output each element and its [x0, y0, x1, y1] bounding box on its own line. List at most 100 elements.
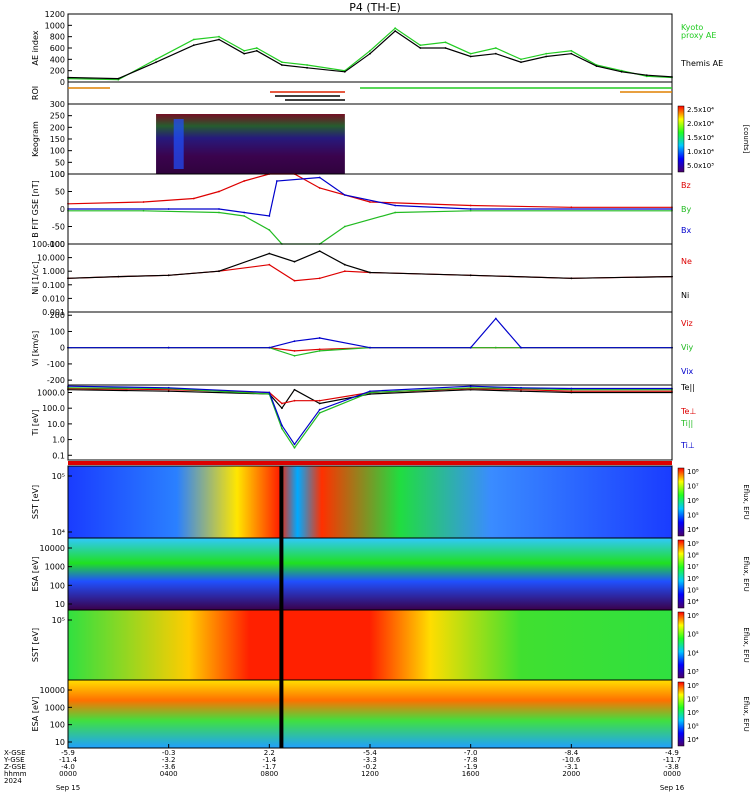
n-series-1: [67, 250, 673, 279]
t-ytick-label: 100.0: [42, 404, 65, 413]
t-point: [318, 402, 321, 405]
b-ytick-label: 50: [55, 188, 65, 197]
esa_i-ytick-label: 1000: [45, 703, 65, 712]
figure-title: P4 (TH-E): [349, 1, 401, 14]
b-ytick-label: -50: [52, 223, 65, 232]
x-tick-label: -5.4: [363, 749, 377, 757]
sst_i-colorbar-unit: Eflux, EFU: [742, 627, 750, 662]
t-point: [281, 402, 283, 405]
ae-point: [255, 47, 258, 49]
x-tick-label: -0.2: [363, 763, 377, 771]
n-ytick-label: 1.000: [42, 267, 65, 276]
x-tick-label: 0000: [663, 770, 681, 778]
t-point: [369, 391, 371, 394]
t-point: [281, 424, 283, 427]
keogram-colorbar-label: 2.0x10⁴: [687, 120, 714, 128]
v-point: [520, 346, 522, 349]
esa_e-data-gap: [279, 538, 284, 610]
t-point: [570, 390, 573, 393]
ae-point: [444, 41, 447, 44]
esa_i-ytick-label: 10000: [40, 686, 65, 695]
t-legend-teperp: Te⊥: [680, 407, 696, 416]
x-tick-label: 0000: [59, 770, 77, 778]
b-point: [243, 211, 246, 214]
b-point: [218, 190, 220, 193]
sst_e-ytick-label: 10⁴: [52, 528, 65, 537]
v-point: [293, 340, 296, 343]
t-frame: [67, 384, 673, 461]
sst_e-colorbar-label: 10⁶: [687, 497, 699, 505]
x-tick-label: -5.9: [61, 749, 75, 757]
b-point: [343, 225, 346, 228]
esa_i-spectrogram: [68, 680, 672, 748]
sst_e-colorbar-unit: Eflux, EFU: [742, 484, 750, 519]
b-point: [275, 180, 278, 182]
t-point: [318, 399, 321, 402]
n-point: [117, 275, 120, 278]
esa_i-ytick-label: 100: [50, 721, 65, 730]
esa_i-colorbar-unit: Eflux, EFU: [742, 696, 750, 731]
esa_i-colorbar: [677, 681, 685, 747]
t-point: [469, 386, 472, 389]
t-point: [318, 408, 321, 411]
v-point: [494, 346, 497, 349]
sst_e-colorbar-label: 10⁷: [687, 483, 699, 491]
ae-point: [444, 47, 447, 49]
sst_i-colorbar-label: 10⁵: [687, 631, 699, 639]
esa_e-ytick-label: 10000: [40, 544, 65, 553]
t-ylabel: Ti [eV]: [31, 409, 40, 436]
t-point: [293, 399, 296, 402]
b-point: [469, 208, 472, 210]
ae-point: [394, 30, 397, 32]
mode-bar: [68, 461, 672, 465]
keogram-colorbar-label: 1.5x10⁴: [687, 134, 714, 142]
sst_i-colorbar: [677, 611, 685, 679]
x-row-label: Z-GSE: [4, 763, 26, 771]
x-tick-label: -1.4: [262, 756, 276, 764]
ae-ytick-label: 200: [50, 67, 65, 76]
ae-point: [469, 55, 472, 58]
ae-point: [595, 65, 598, 68]
n-point: [318, 250, 321, 253]
b-legend-bz: Bz: [681, 181, 691, 190]
ae-ytick-label: 400: [50, 55, 65, 64]
n-ytick-label: 10.000: [37, 254, 65, 263]
t-point: [570, 391, 573, 394]
x-tick-label: 1600: [462, 770, 480, 778]
x-tick-label: -1.9: [464, 763, 478, 771]
n-ytick-label: 0.010: [42, 294, 65, 303]
v-ytick-label: 100: [50, 327, 65, 336]
x-tick-label: -3.6: [162, 763, 176, 771]
v-point: [318, 348, 321, 351]
ae-point: [469, 52, 472, 55]
x-tick-label: -11.7: [663, 756, 681, 764]
sst_i-data-gap: [279, 610, 284, 680]
b-point: [318, 176, 321, 179]
t-series-3: [67, 385, 672, 446]
ae-point: [419, 44, 422, 47]
ae-point: [369, 52, 371, 55]
ae-ylabel: AE index: [31, 30, 40, 65]
v-point: [318, 350, 321, 352]
esa_e-ytick-label: 10: [55, 600, 65, 609]
t-ytick-label: 0.1: [52, 451, 65, 460]
v-point: [469, 346, 472, 349]
x-row-label: hhmm: [4, 770, 27, 778]
ae-ytick-label: 1000: [45, 21, 65, 30]
ae-legend-kyoto: Kyoto: [681, 23, 703, 32]
ae-point: [520, 61, 522, 64]
ae-point: [155, 61, 157, 64]
esa_e-spectrogram: [68, 538, 672, 610]
ae-point: [306, 64, 308, 66]
keogram-colorbar-label: 1.0x10⁴: [687, 148, 714, 156]
keogram-ytick-label: 250: [50, 112, 65, 121]
ae-frame: [67, 13, 673, 83]
sst_e-ytick-label: 10⁵: [52, 472, 65, 481]
v-legend-vix: Vix: [681, 367, 694, 376]
v-ytick-label: 200: [50, 311, 65, 320]
b-ytick-label: -100: [47, 240, 65, 249]
esa_e-ylabel: ESA [eV]: [31, 557, 40, 592]
ae-point: [281, 61, 283, 64]
t-legend-tipar: Ti||: [680, 419, 693, 428]
esa_e-colorbar-label: 10⁷: [687, 563, 699, 571]
